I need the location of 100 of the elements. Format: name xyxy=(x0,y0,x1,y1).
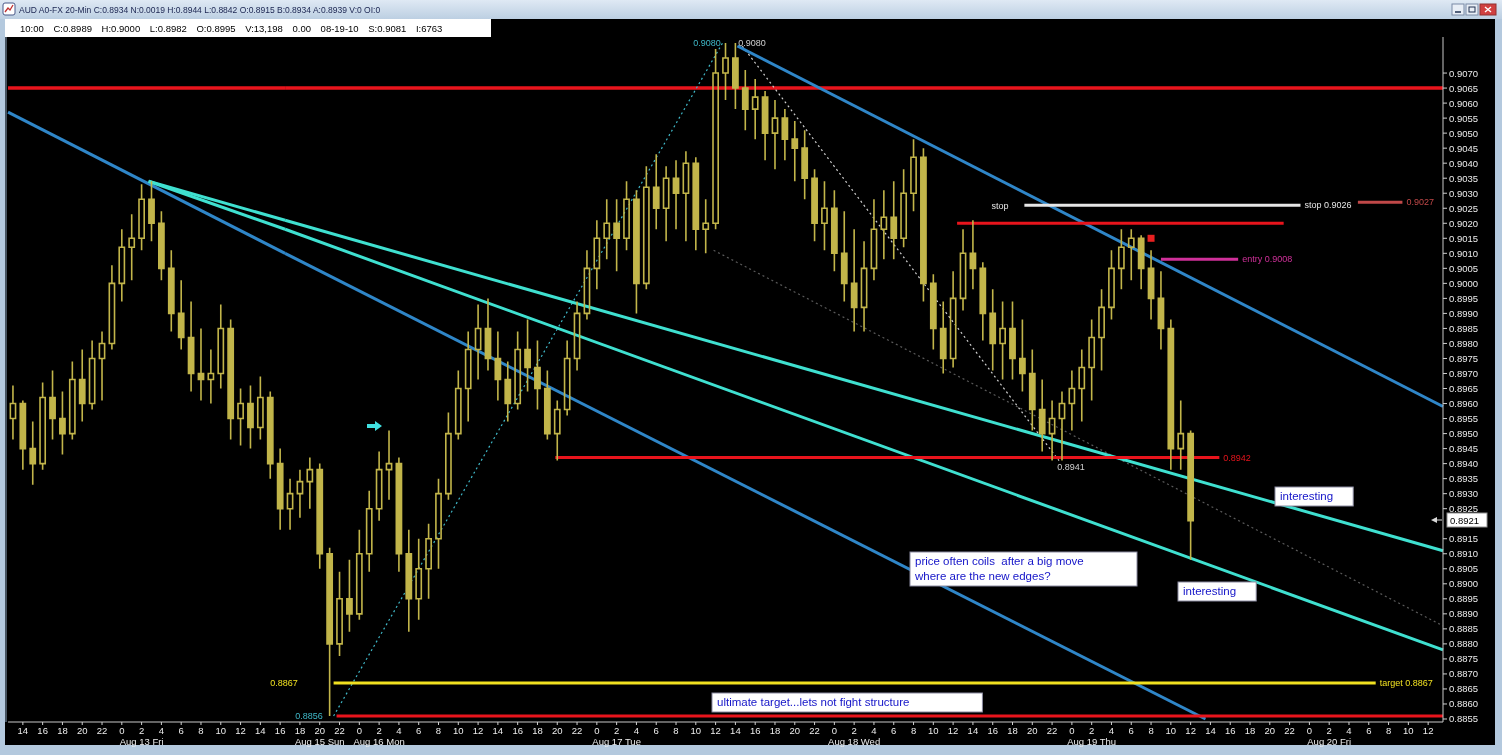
y-tick-label: 0.8910 xyxy=(1449,548,1479,560)
x-tick-label: 6 xyxy=(653,725,659,736)
y-tick-label: 0.9015 xyxy=(1449,232,1479,244)
y-tick-label: 0.8975 xyxy=(1449,352,1479,364)
y-tick-label: 0.9035 xyxy=(1449,172,1479,184)
text: 0.8921 xyxy=(1450,514,1480,526)
x-tick-label: 10 xyxy=(215,725,227,736)
x-tick-label: 14 xyxy=(730,725,741,736)
y-tick-label: 0.9065 xyxy=(1449,82,1479,94)
series-label: stop 0.9026 xyxy=(1304,200,1352,211)
x-tick-label: 16 xyxy=(1224,725,1236,736)
annotation: ultimate target...lets not fight structure xyxy=(717,696,910,708)
x-tick-label: 20 xyxy=(789,725,801,736)
x-tick-label: 8 xyxy=(910,725,917,736)
x-tick-label: 18 xyxy=(57,725,68,736)
y-tick-label: 0.9070 xyxy=(1449,67,1479,79)
x-tick-label: 6 xyxy=(416,725,422,736)
x-tick-label: 6 xyxy=(1128,725,1134,736)
x-tick-label: 4 xyxy=(1346,725,1352,736)
series-label: 0.8942 xyxy=(1223,452,1251,463)
y-tick-label: 0.9005 xyxy=(1449,262,1479,274)
x-tick-label: 22 xyxy=(809,725,820,736)
y-tick-label: 0.8870 xyxy=(1449,668,1479,680)
y-tick-label: 0.9010 xyxy=(1449,247,1479,259)
x-tick-label: 0 xyxy=(1306,725,1313,736)
y-tick-label: 0.8945 xyxy=(1449,443,1479,455)
y-tick-label: 0.8955 xyxy=(1449,413,1479,425)
annotation: 0.9080 xyxy=(693,38,721,48)
x-tick-label: 12 xyxy=(235,725,246,736)
x-tick-label: 8 xyxy=(1148,725,1154,736)
y-tick-label: 0.8930 xyxy=(1449,488,1479,500)
x-tick-label: 0 xyxy=(594,725,600,736)
x-tick-label: 20 xyxy=(1264,725,1276,736)
annotation: 0.9080 xyxy=(738,38,766,48)
x-tick-label: 8 xyxy=(435,725,442,736)
y-tick-label: 0.8990 xyxy=(1449,307,1479,319)
y-tick-label: 0.9025 xyxy=(1449,202,1479,214)
x-tick-label: 14 xyxy=(1205,725,1216,736)
x-tick-label: 10 xyxy=(1403,725,1414,736)
annotation: 0.8941 xyxy=(1057,462,1085,472)
annotation: 0.8856 xyxy=(295,711,323,721)
x-tick-label: 18 xyxy=(532,725,543,736)
chart-subtitle: 10:00 C:0.8989 H:0.9000 L:0.8982 O:0.8995 V:13,198 0.00 08-19-10 S:0.9081 I:6763 xyxy=(20,23,443,34)
x-tick-label: 14 xyxy=(967,725,979,736)
x-tick-label: 14 xyxy=(492,725,504,736)
x-tick-label: 0 xyxy=(356,725,362,736)
x-tick-label: 22 xyxy=(1284,725,1295,736)
annotation: interesting xyxy=(1280,490,1334,502)
y-tick-label: 0.9050 xyxy=(1449,127,1479,139)
y-tick-label: 0.8895 xyxy=(1449,593,1479,605)
series-label: entry 0.9008 xyxy=(1242,254,1293,265)
y-tick-label: 0.8935 xyxy=(1449,473,1479,485)
x-tick-label: 12 xyxy=(947,725,959,736)
x-tick-label: 12 xyxy=(472,725,484,736)
x-tick-label: 0 xyxy=(119,725,125,736)
x-tick-label: 22 xyxy=(96,725,108,736)
x-tick-label: 8 xyxy=(1385,725,1392,736)
x-tick-label: 8 xyxy=(673,725,679,736)
y-tick-label: 0.8900 xyxy=(1449,578,1479,590)
x-tick-label: 22 xyxy=(1046,725,1058,736)
y-tick-label: 0.8925 xyxy=(1449,503,1479,515)
x-tick-label: 12 xyxy=(1422,725,1434,736)
x-tick-label: 18 xyxy=(1007,725,1018,736)
y-tick-label: 0.9000 xyxy=(1449,277,1479,289)
x-tick-label: 6 xyxy=(1366,725,1372,736)
y-tick-label: 0.8950 xyxy=(1449,428,1479,440)
x-tick-label: 4 xyxy=(158,725,165,736)
annotation: price often coils after a big move where are the new edges? xyxy=(914,555,1084,582)
y-tick-label: 0.9030 xyxy=(1449,187,1479,199)
x-tick-label: 0 xyxy=(831,725,838,736)
x-tick-label: 18 xyxy=(294,725,306,736)
x-tick-label: 20 xyxy=(551,725,563,736)
y-tick-label: 0.8890 xyxy=(1449,608,1479,620)
x-tick-label: 16 xyxy=(512,725,523,736)
x-tick-label: 18 xyxy=(1244,725,1256,736)
x-tick-label: 4 xyxy=(633,725,640,736)
y-tick-label: 0.9040 xyxy=(1449,157,1479,169)
y-tick-label: 0.8855 xyxy=(1449,713,1479,725)
x-tick-label: 16 xyxy=(987,725,998,736)
x-tick-label: 6 xyxy=(891,725,897,736)
x-tick-label: 10 xyxy=(928,725,939,736)
x-tick-label: 14 xyxy=(255,725,266,736)
x-tick-label: 4 xyxy=(1108,725,1115,736)
x-tick-label: 10 xyxy=(690,725,702,736)
x-tick-label: 8 xyxy=(198,725,204,736)
x-tick-label: 10 xyxy=(453,725,464,736)
x-tick-label: 22 xyxy=(334,725,345,736)
y-tick-label: 0.9060 xyxy=(1449,97,1479,109)
y-tick-label: 0.8860 xyxy=(1449,698,1479,710)
annotation: stop xyxy=(991,201,1009,211)
x-tick-label: 12 xyxy=(710,725,721,736)
x-tick-label: 20 xyxy=(76,725,88,736)
annotation: 0.8867 xyxy=(270,678,298,688)
x-tick-label: 20 xyxy=(1027,725,1038,736)
y-tick-label: 0.8970 xyxy=(1449,367,1479,379)
chart-title: AUD A0-FX 20-Min C:0.8934 N:0.0019 H:0.8944 L:0.8842 O:0.8915 B:0.8934 A:0.8939 V:0 OI:0 xyxy=(19,5,381,15)
x-tick-label: 16 xyxy=(274,725,286,736)
y-tick-label: 0.8965 xyxy=(1449,383,1479,395)
x-tick-label: 4 xyxy=(396,725,402,736)
x-tick-label: 14 xyxy=(17,725,29,736)
